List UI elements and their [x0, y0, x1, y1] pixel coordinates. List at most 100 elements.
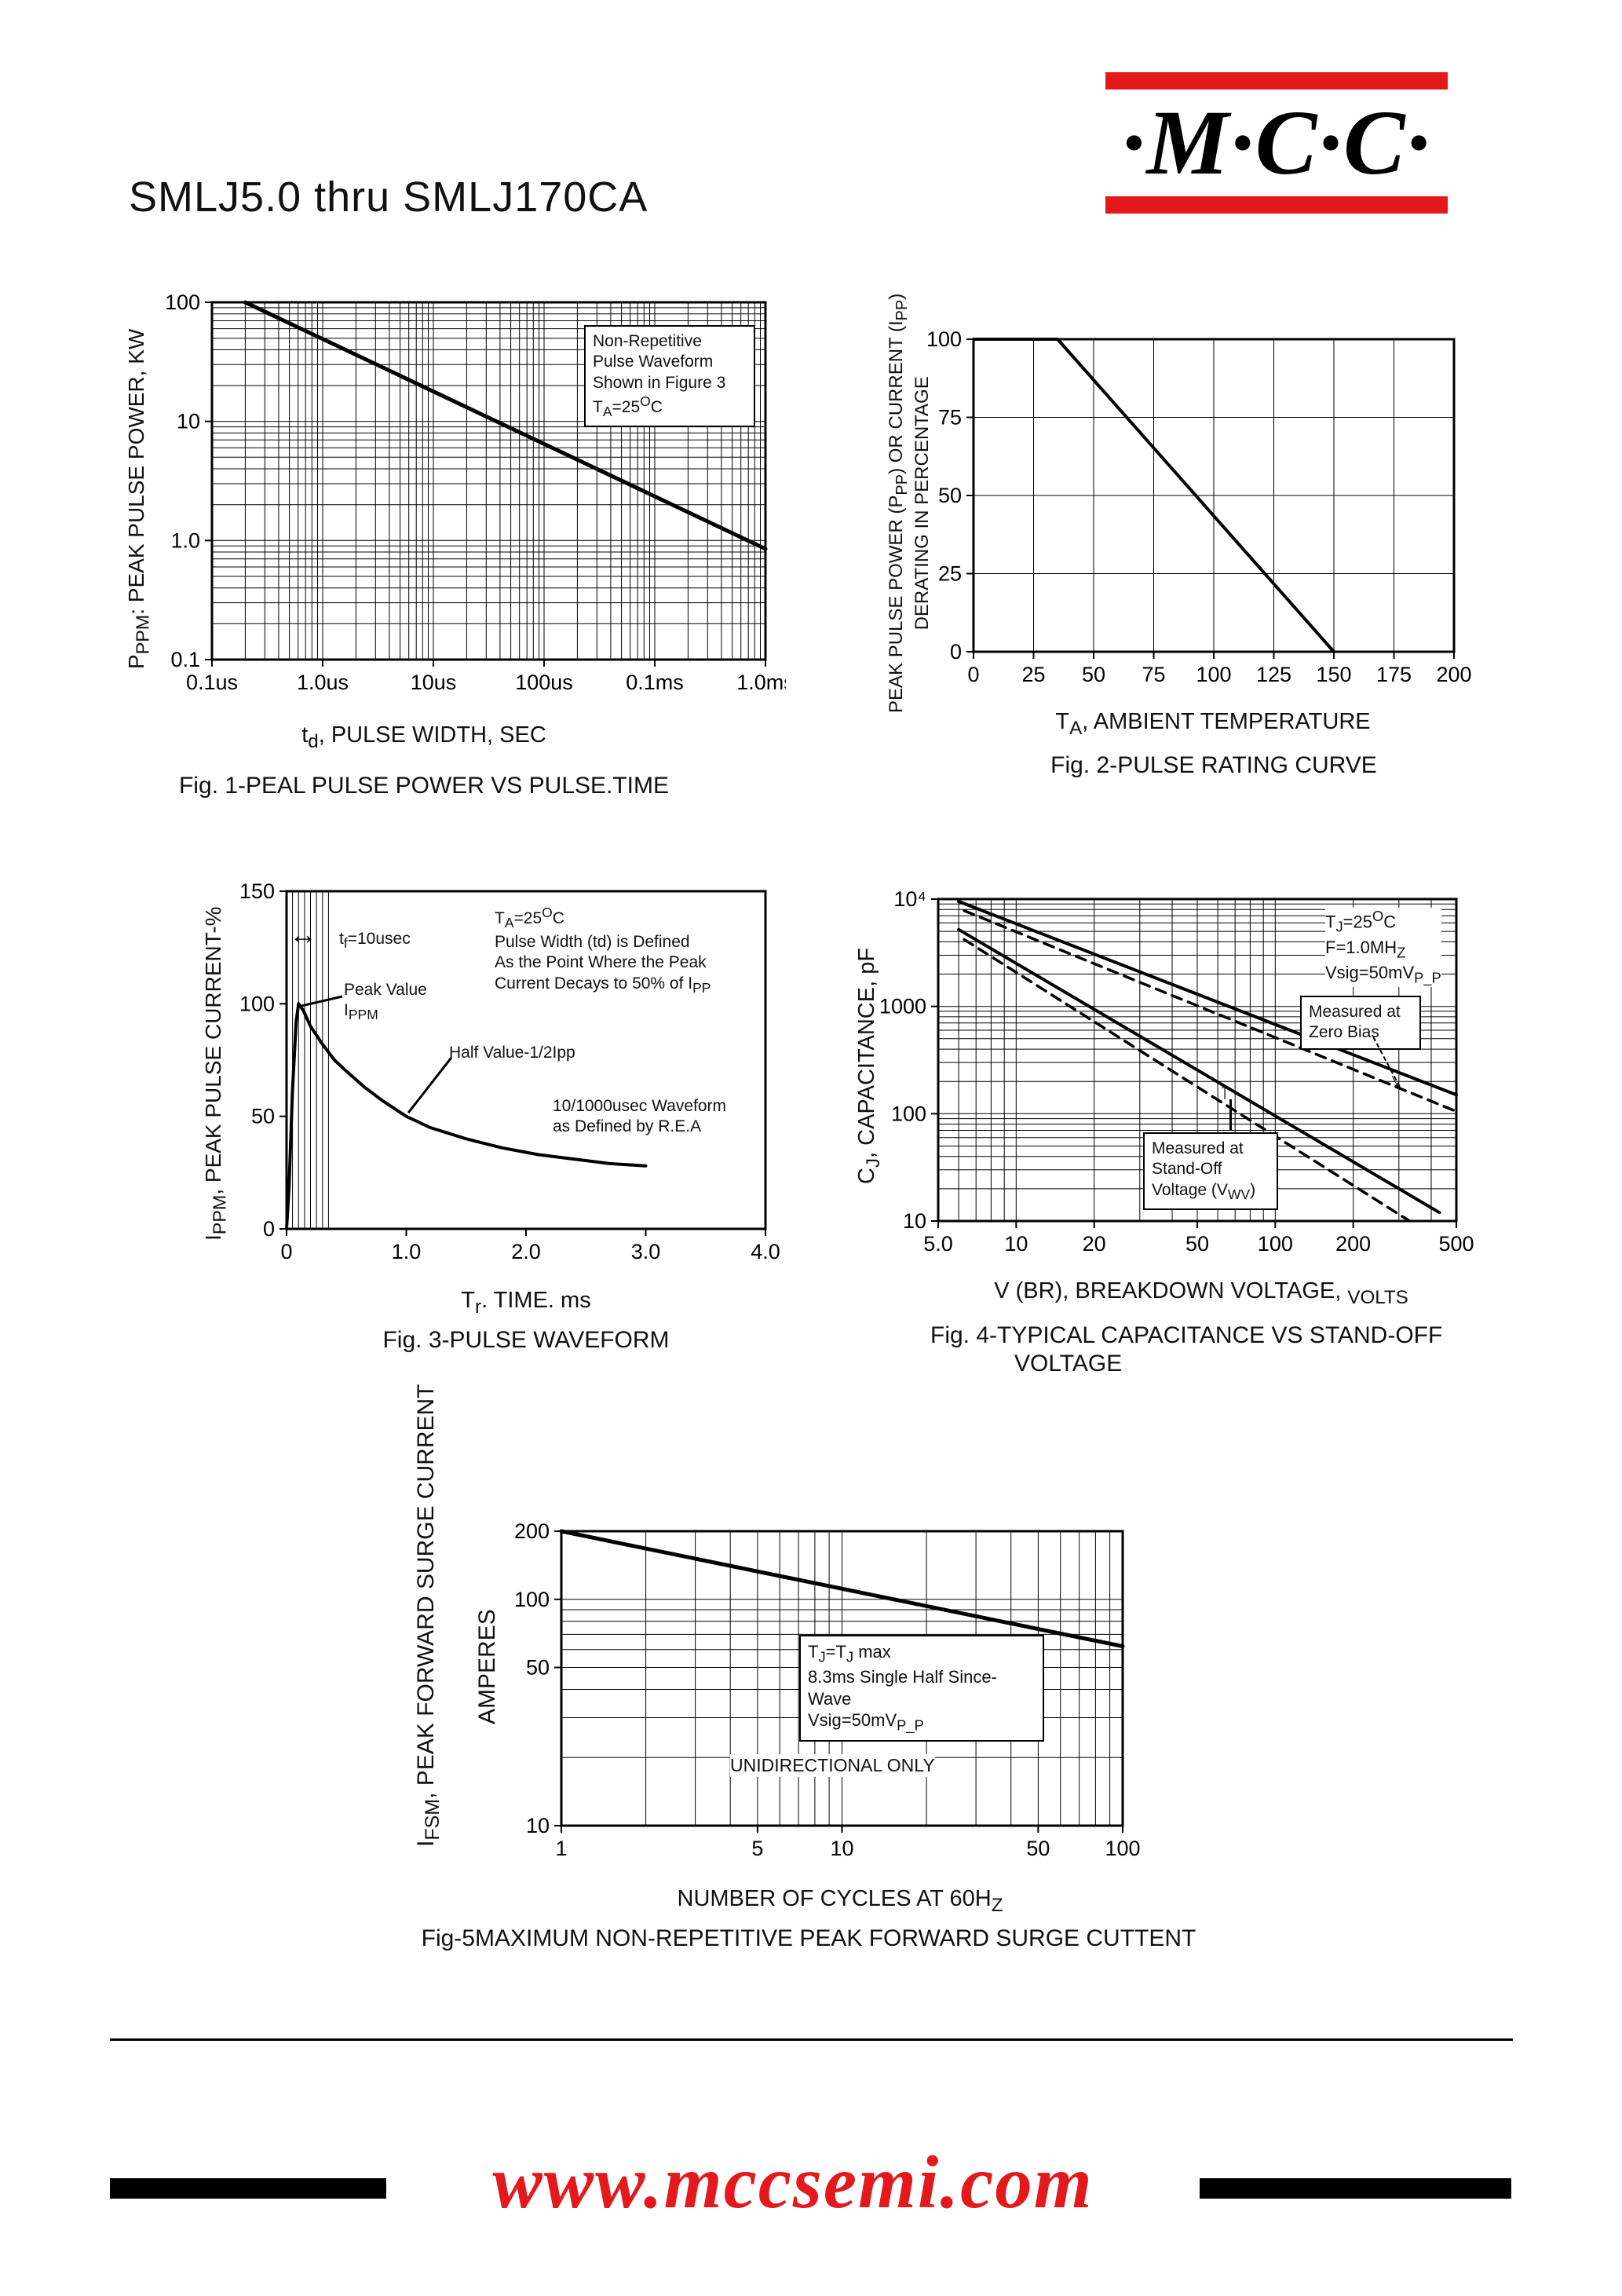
fig5-caption: Fig-5MAXIMUM NON-REPETITIVE PEAK FORWARD…: [421, 1925, 1196, 1951]
fig3-pulse-waveform-chart: 0 1.0 2.0 3.0 4.0 150 100 50 0: [212, 879, 786, 1281]
svg-text:0.1us: 0.1us: [186, 671, 238, 694]
part-number-title: SMLJ5.0 thru SMLJ170CA: [129, 174, 648, 221]
fig3-canvas: 0 1.0 2.0 3.0 4.0 150 100 50 0: [239, 879, 780, 1263]
fig4-caption-line2: VOLTAGE: [1014, 1351, 1123, 1377]
svg-text:150: 150: [1316, 663, 1351, 686]
svg-text:5.0: 5.0: [923, 1232, 953, 1256]
mcc-logo: ·M·C·C·: [1105, 72, 1448, 214]
fig2-x-axis-label: TA, AMBIENT TEMPERATURE: [1055, 709, 1371, 739]
standoff-up-arrow-icon: ↑: [1218, 1076, 1231, 1104]
fig1-x-axis-label: td, PULSE WIDTH, SEC: [301, 722, 546, 752]
svg-text:50: 50: [938, 484, 962, 507]
svg-text:50: 50: [1185, 1232, 1209, 1256]
svg-text:200: 200: [514, 1519, 550, 1543]
svg-text:10us: 10us: [411, 671, 457, 694]
fig3-tf-annotation: tf=10usec: [339, 929, 411, 953]
capacitance-zero-bias-solid: [957, 900, 1458, 1097]
standoff-leader-line: [1229, 1099, 1232, 1131]
fig2-caption: Fig. 2-PULSE RATING CURVE: [1050, 752, 1377, 778]
fig3-x-axis-label: Tr. TIME. ms: [461, 1288, 591, 1318]
svg-text:50: 50: [526, 1656, 550, 1680]
svg-text:10: 10: [526, 1814, 550, 1837]
capacitance-standoff-solid: [957, 927, 1441, 1215]
capacitance-standoff-dashed: [963, 938, 1412, 1223]
svg-text:25: 25: [938, 562, 962, 586]
derating-line: [972, 338, 1335, 653]
pulse-waveform-line: [285, 1002, 648, 1230]
fig3-caption: Fig. 3-PULSE WAVEFORM: [382, 1327, 670, 1353]
logo-text: ·M·C·C·: [1121, 91, 1432, 194]
fig2-pulse-rating-chart: 0 25 50 75 100 125 150 175 200 100 75 50 25 0: [899, 327, 1474, 704]
fig5-y-axis-label: IFSM, PEAK FORWARD SURGE CURRENT: [413, 1384, 444, 1847]
svg-text:50: 50: [251, 1105, 275, 1128]
svg-text:100: 100: [1105, 1837, 1140, 1860]
fig5-y-axis-units-label: AMPERES: [474, 1609, 500, 1724]
svg-text:0: 0: [950, 640, 962, 664]
svg-text:3.0: 3.0: [631, 1240, 661, 1263]
fig3-peak-value-annotation: Peak Value IPPM: [344, 980, 427, 1025]
fig4-caption-line1: Fig. 4-TYPICAL CAPACITANCE VS STAND-OFF: [930, 1322, 1443, 1348]
svg-text:75: 75: [938, 406, 962, 430]
fig3-rea-annotation: 10/1000usec Waveform as Defined by R.E.A: [553, 1096, 741, 1138]
svg-text:500: 500: [1438, 1232, 1474, 1256]
svg-text:0: 0: [280, 1240, 292, 1263]
footer-right-bar: [1200, 2178, 1511, 2199]
svg-text:200: 200: [1335, 1232, 1371, 1256]
svg-text:1.0: 1.0: [170, 528, 200, 552]
svg-text:75: 75: [1142, 663, 1165, 686]
peak-pulse-power-line: [243, 300, 768, 551]
footer-divider: [110, 2038, 1513, 2041]
svg-text:5: 5: [751, 1837, 763, 1860]
svg-text:100: 100: [926, 327, 962, 351]
fig5-x-axis-label: NUMBER OF CYCLES AT 60HZ: [677, 1886, 1003, 1916]
svg-text:150: 150: [239, 879, 275, 903]
fig3-definition-annotation: TA=25OC Pulse Width (td) is Defined As the…: [495, 905, 714, 997]
fig4-x-axis-label: V (BR), BREAKDOWN VOLTAGE, VOLTS: [994, 1278, 1408, 1308]
svg-text:25: 25: [1021, 663, 1045, 686]
svg-text:10: 10: [1004, 1232, 1028, 1256]
svg-text:0: 0: [263, 1217, 275, 1241]
svg-text:50: 50: [1026, 1837, 1050, 1860]
svg-text:100: 100: [1196, 663, 1231, 686]
svg-text:1.0: 1.0: [392, 1240, 422, 1263]
fig3-y-axis-label: IPPM, PEAK PULSE CURRENT-%: [201, 906, 230, 1241]
svg-text:100: 100: [514, 1588, 550, 1611]
tf-double-arrow-icon: ↔: [289, 918, 317, 950]
fig1-peak-pulse-power-chart: 0.1us 1.0us 10us 100us 0.1ms 1.0ms 100 10 1.0 0.1: [137, 290, 795, 712]
svg-text:0: 0: [967, 663, 979, 686]
fig1-note-annotation: Non-Repetitive Pulse Waveform Shown in Fig…: [584, 325, 755, 427]
fig1-caption: Fig. 1-PEAL PULSE POWER VS PULSE.TIME: [178, 773, 670, 799]
svg-text:4.0: 4.0: [751, 1240, 780, 1263]
svg-text:2.0: 2.0: [511, 1240, 541, 1263]
logo-top-bar: [1105, 72, 1448, 90]
svg-text:1000: 1000: [879, 995, 926, 1018]
svg-text:100: 100: [165, 291, 200, 314]
svg-text:50: 50: [1082, 663, 1105, 686]
svg-text:125: 125: [1256, 663, 1291, 686]
svg-text:100us: 100us: [515, 671, 573, 694]
logo-bottom-bar: [1105, 196, 1448, 214]
fig4-y-axis-label: CJ, CAPACITANCE, pF: [854, 947, 884, 1184]
svg-text:10: 10: [830, 1837, 853, 1860]
fig2-y-axis-label: PEAK PULSE POWER (PPP) OR CURRENT (IPP) D…: [886, 293, 933, 713]
svg-text:1.0ms: 1.0ms: [736, 671, 786, 694]
svg-text:20: 20: [1083, 1232, 1106, 1256]
footer-website-url: www.mccsemi.com: [492, 2141, 1094, 2224]
capacitance-zero-bias-dashed: [963, 909, 1458, 1113]
fig4-zero-bias-annotation: Measured at Zero Bias: [1300, 996, 1421, 1050]
svg-text:100: 100: [1258, 1232, 1293, 1256]
fig4-conditions-annotation: TJ=25OC F=1.0MHZ Vsig=50mVP_P: [1325, 908, 1441, 988]
svg-text:0.1: 0.1: [170, 648, 200, 671]
footer-left-bar: [110, 2178, 386, 2199]
fig1-y-axis-label: PPPM: PEAK PULSE POWER, KW: [124, 328, 153, 669]
fig5-conditions-annotation: TJ=TJ max 8.3ms Single Half Since-Wave Vsi…: [799, 1635, 1044, 1742]
surge-current-line: [559, 1529, 1125, 1649]
svg-text:1: 1: [555, 1837, 567, 1860]
svg-text:10⁴: 10⁴: [893, 887, 926, 911]
svg-text:200: 200: [1436, 663, 1471, 686]
svg-text:1.0us: 1.0us: [297, 671, 349, 694]
svg-text:10: 10: [177, 410, 200, 433]
svg-text:0.1ms: 0.1ms: [626, 671, 684, 694]
